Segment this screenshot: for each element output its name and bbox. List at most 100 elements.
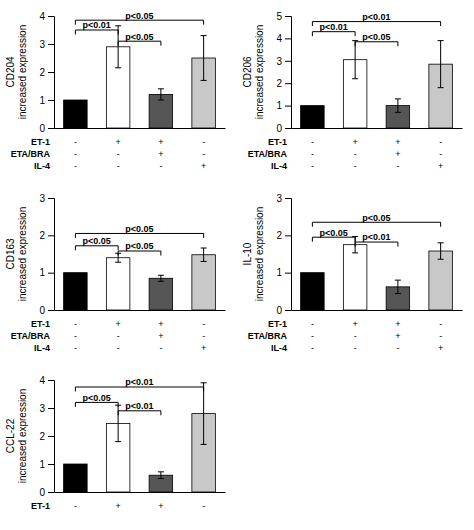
table-row-label: ETA/BRA xyxy=(11,149,51,159)
error-bar-cap xyxy=(158,100,164,101)
error-bar-stem xyxy=(160,89,161,100)
panel: 0123IL-10increased expressionp<0.05p<0.0… xyxy=(242,193,463,353)
error-bar-stem xyxy=(160,275,161,281)
table-cell: - xyxy=(311,149,314,159)
y-tick-mark xyxy=(285,128,291,129)
table-cell: - xyxy=(354,149,357,159)
y-axis-title: CD163increased expression xyxy=(5,207,28,302)
panel: 012345CD206increased expressionp<0.01p<0… xyxy=(242,11,463,171)
error-bar xyxy=(438,41,444,88)
table-cell: - xyxy=(74,343,77,353)
y-tick-label: 4 xyxy=(276,33,282,44)
y-tick: 4 xyxy=(39,11,54,22)
error-bar-stem xyxy=(160,472,161,479)
significance-bracket xyxy=(312,222,440,226)
table-row-label: ET-1 xyxy=(268,319,287,329)
y-tick: 1 xyxy=(39,459,54,470)
panel: 0123CD163increased expressionp<0.05p<0.0… xyxy=(5,193,226,353)
error-bar-cap xyxy=(115,441,121,442)
significance-label: p<0.01 xyxy=(362,232,390,242)
bar xyxy=(343,245,367,310)
significance: p<0.01 xyxy=(355,232,398,246)
significance-label: p<0.05 xyxy=(125,241,153,251)
table-cell: + xyxy=(158,319,163,329)
plot-area xyxy=(301,41,453,128)
y-axis: 012345 xyxy=(276,11,291,134)
table-row-label: ET-1 xyxy=(31,501,50,511)
y-tick: 2 xyxy=(39,431,54,442)
error-bar-cap xyxy=(201,261,207,262)
significance: p<0.05 xyxy=(75,393,118,407)
y-tick: 4 xyxy=(39,375,54,386)
table-cell: - xyxy=(439,331,442,341)
error-bar xyxy=(158,472,164,479)
y-axis: 01234 xyxy=(39,11,54,134)
y-tick: 0 xyxy=(276,123,291,134)
y-tick-label: 2 xyxy=(276,230,282,241)
significance-label: p<0.05 xyxy=(320,228,348,238)
error-bar-cap xyxy=(115,25,121,26)
table-cell: - xyxy=(117,149,120,159)
y-tick: 3 xyxy=(39,193,54,204)
y-tick-label: 0 xyxy=(276,123,282,134)
error-bar-cap xyxy=(352,40,358,41)
significance: p<0.05 xyxy=(355,32,398,46)
significance: p<0.05 xyxy=(75,11,203,25)
significance-label: p<0.05 xyxy=(362,213,390,223)
y-tick-label: 1 xyxy=(39,267,45,278)
significance: p<0.05 xyxy=(312,213,440,227)
error-bar-stem xyxy=(440,41,441,88)
error-bar xyxy=(438,243,444,259)
table-cell: - xyxy=(311,343,314,353)
significance-label: p<0.05 xyxy=(125,224,153,234)
error-bar-cap xyxy=(158,281,164,282)
y-tick-mark xyxy=(285,106,291,107)
table-cell: - xyxy=(311,161,314,171)
y-tick-mark xyxy=(48,380,54,381)
error-bar-cap xyxy=(395,98,401,99)
y-tick-mark xyxy=(48,408,54,409)
table-cell: - xyxy=(354,331,357,341)
table-cell: + xyxy=(352,319,357,329)
error-bar-stem xyxy=(355,41,356,79)
significance-label: p<0.05 xyxy=(125,32,153,42)
significance: p<0.01 xyxy=(75,20,118,34)
significance-bracket xyxy=(118,251,161,255)
error-bar-cap xyxy=(395,112,401,113)
significance: p<0.01 xyxy=(118,401,161,415)
table-row-label: IL-4 xyxy=(271,161,287,171)
y-tick-label: 1 xyxy=(276,100,282,111)
y-tick-mark xyxy=(285,273,291,274)
y-tick: 5 xyxy=(276,11,291,22)
table-row-label: ET-1 xyxy=(268,137,287,147)
y-tick: 3 xyxy=(39,39,54,50)
table-row-label: ETA/BRA xyxy=(11,331,51,341)
table-cell: + xyxy=(438,343,443,353)
error-bar-cap xyxy=(201,382,207,383)
significance-bracket xyxy=(312,32,355,36)
error-bar-cap xyxy=(201,35,207,36)
table-cell: - xyxy=(396,343,399,353)
significance-bracket xyxy=(75,20,203,24)
y-tick-mark xyxy=(285,61,291,62)
significance: p<0.05 xyxy=(75,236,118,250)
plot-area xyxy=(64,26,216,128)
table-cell: + xyxy=(395,331,400,341)
y-axis-line xyxy=(285,17,292,129)
error-bar xyxy=(201,36,207,81)
significance-bracket xyxy=(75,246,118,250)
error-bar xyxy=(352,41,358,79)
y-tick-mark xyxy=(285,235,291,236)
y-tick-label: 3 xyxy=(39,39,45,50)
significance-bracket xyxy=(355,42,398,46)
table-cell: - xyxy=(202,319,205,329)
significance-label: p<0.05 xyxy=(362,32,390,42)
significance-bracket xyxy=(355,242,398,246)
table-cell: - xyxy=(202,331,205,341)
y-tick-label: 2 xyxy=(39,431,45,442)
error-bar-cap xyxy=(395,293,401,294)
y-tick-mark xyxy=(48,464,54,465)
y-tick-label: 4 xyxy=(39,11,45,22)
y-tick-mark xyxy=(48,492,54,493)
y-tick: 2 xyxy=(39,230,54,241)
